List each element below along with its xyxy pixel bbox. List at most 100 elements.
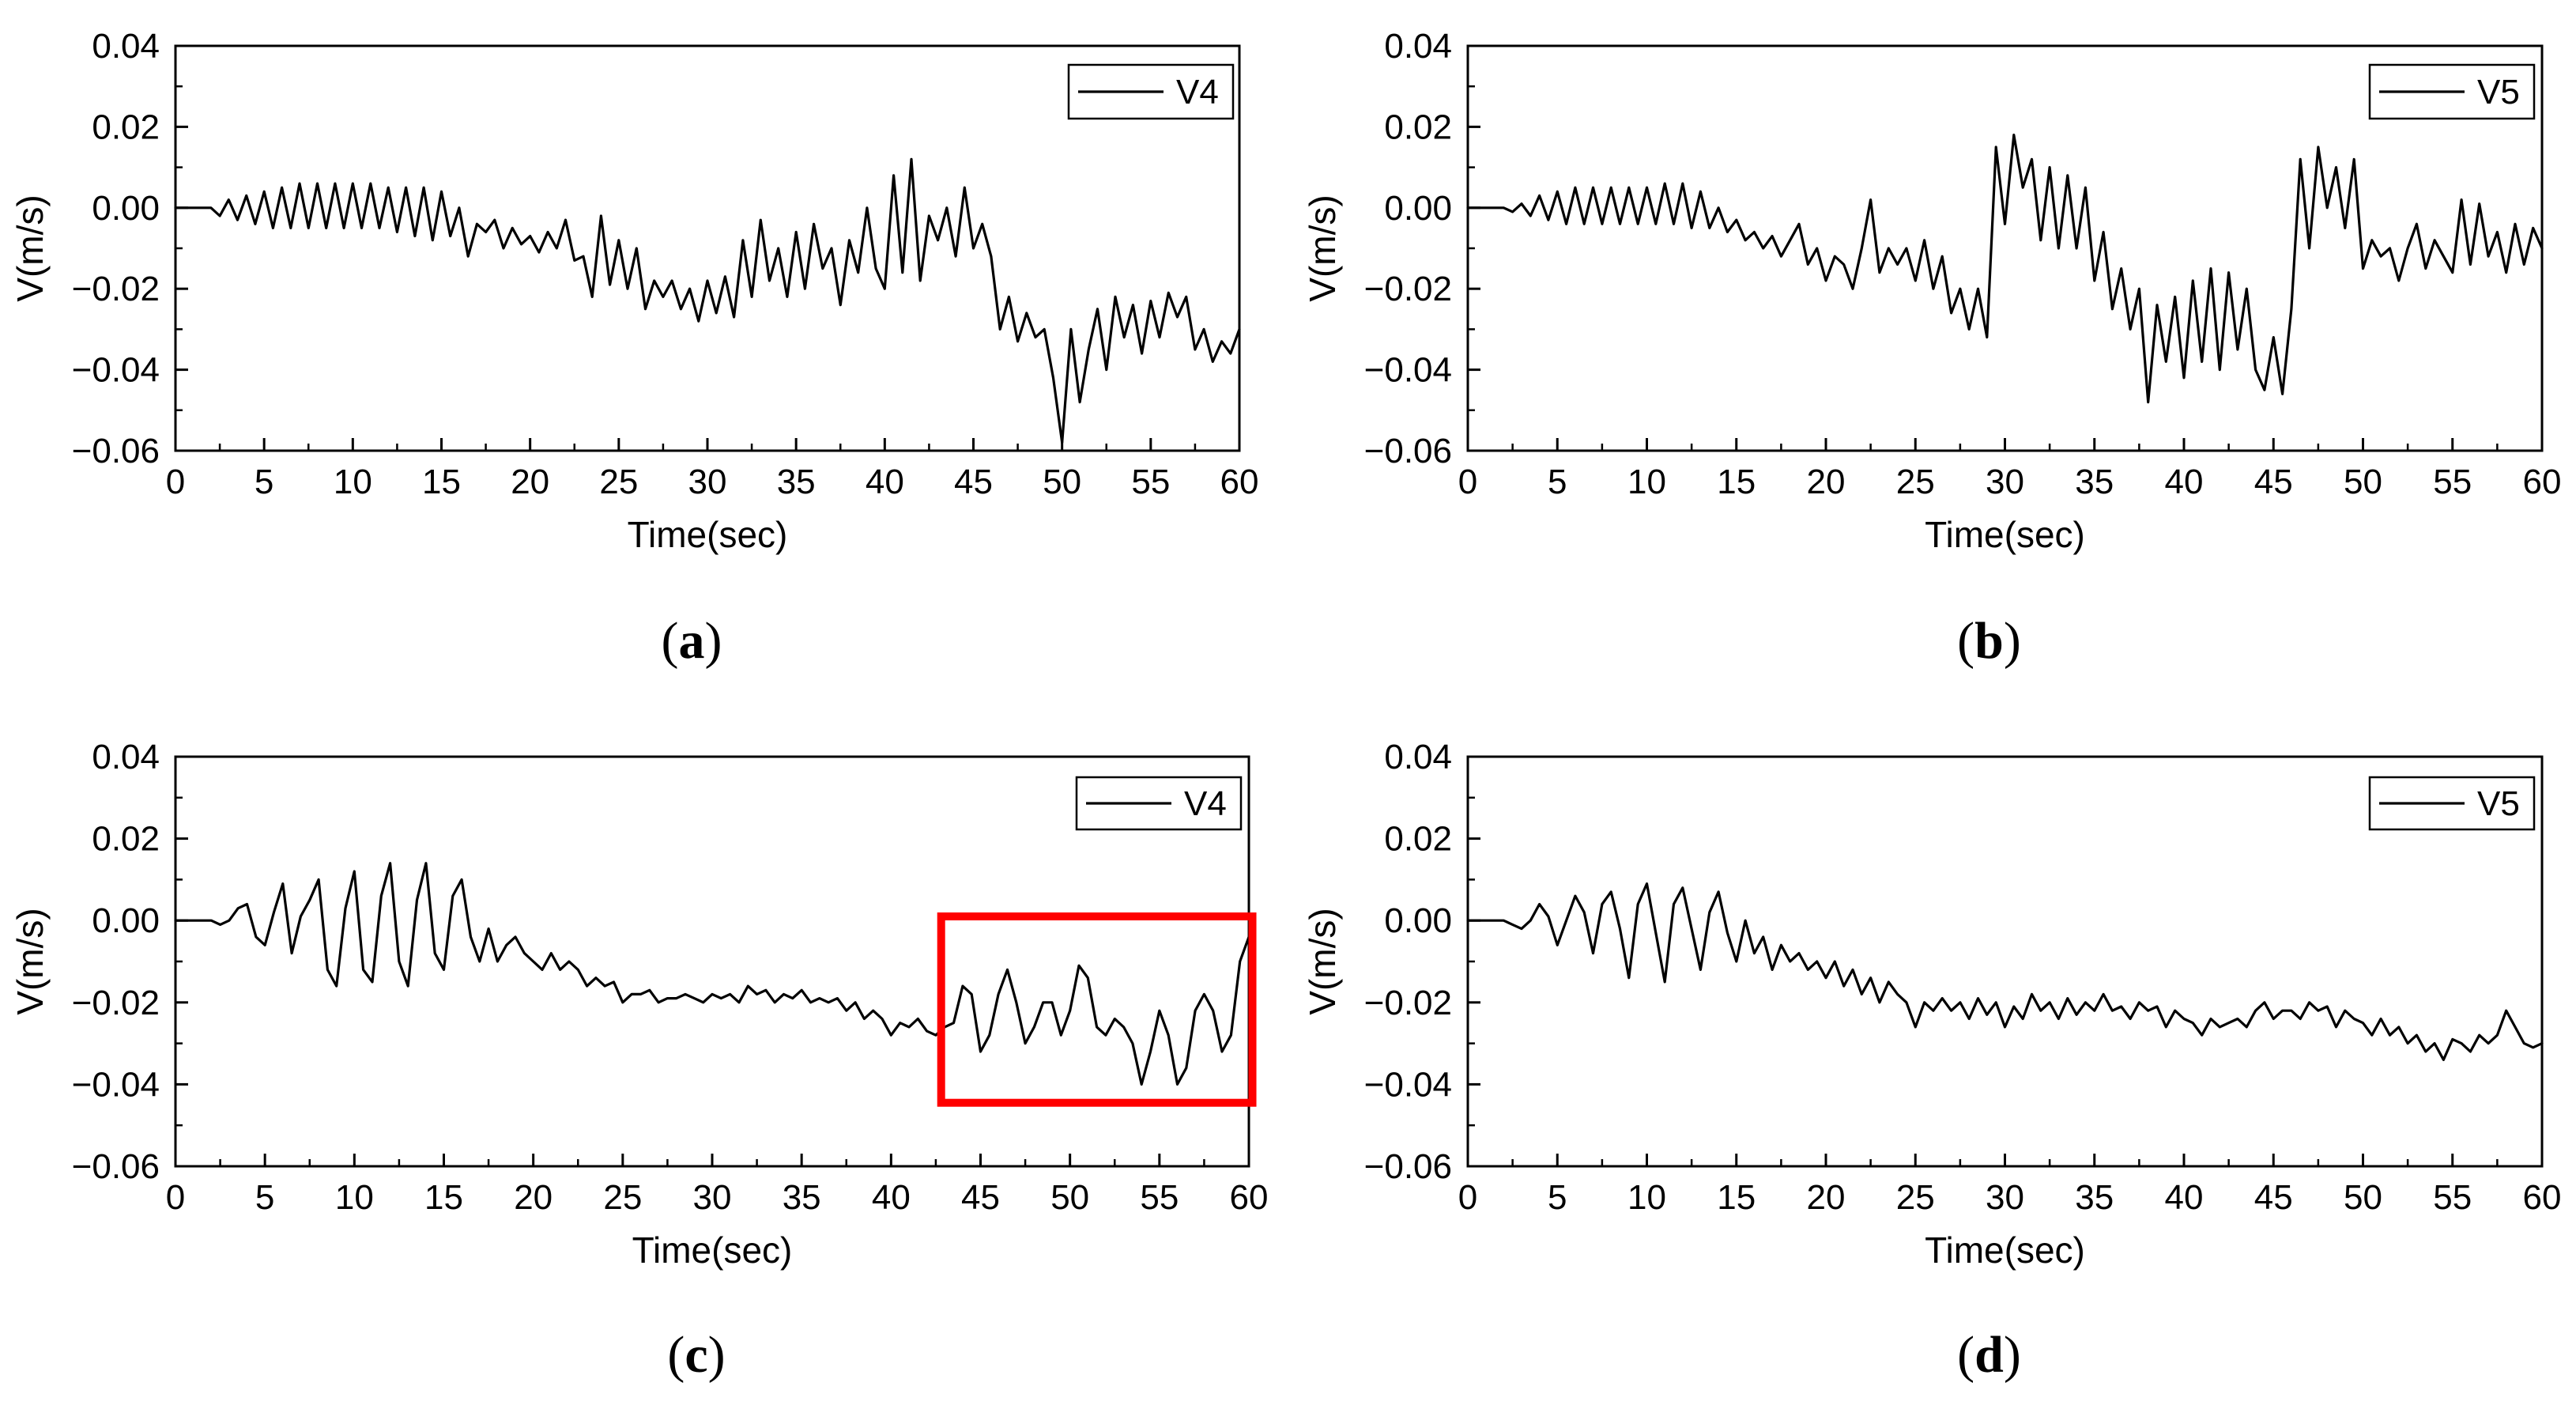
highlight-box [937,912,1257,1107]
x-tick-label: 25 [1896,1178,1935,1217]
y-tick-label: −0.02 [72,984,160,1022]
x-tick-label: 15 [1717,463,1756,501]
x-axis-title: Time(sec) [1925,514,2085,555]
x-tick-label: 15 [424,1178,463,1217]
x-tick-label: 50 [1050,1178,1089,1217]
x-tick-label: 35 [2075,463,2114,501]
y-tick-label: 0.02 [1384,108,1452,146]
y-tick-label: 0.00 [92,189,160,228]
legend-label: V4 [1184,784,1227,823]
x-tick-label: 60 [2523,463,2562,501]
x-tick-label: 25 [1896,463,1935,501]
chart-panel-d: 0 5 10 15 20 25 30 35 40 45 50 55 60 0.04 0.02 0.00 −0.0… [1302,738,2561,1384]
x-tick-label: 55 [2433,1178,2472,1217]
x-tick-label: 40 [872,1178,911,1217]
y-tick-label: 0.02 [92,108,160,146]
y-tick-label: −0.06 [1364,432,1452,470]
x-tick-label: 45 [2254,463,2293,501]
y-tick-label: −0.02 [72,270,160,308]
y-axis-title: V(m/s) [9,908,51,1014]
y-tick-label: −0.06 [72,1147,160,1186]
x-tick-label: 0 [166,1178,185,1217]
y-tick-label: −0.02 [1364,270,1452,308]
panel-label: (d) [1957,1326,2021,1384]
x-tick-label: 10 [1627,463,1666,501]
y-tick-label: 0.04 [92,738,160,776]
x-tick-label: 0 [166,463,185,501]
chart-panel-c: 0 5 10 15 20 25 30 35 40 45 50 55 60 0.04 0.02 0.00 −0.0… [9,738,1268,1384]
y-axis-title: V(m/s) [9,195,51,301]
legend-label: V5 [2477,73,2520,111]
y-tick-label: 0.04 [1384,738,1452,776]
x-tick-label: 50 [2344,463,2382,501]
series-line-v5 [1466,134,2544,404]
x-tick-label: 5 [255,463,273,501]
x-tick-label: 25 [603,1178,642,1217]
x-tick-label: 60 [1220,463,1259,501]
x-tick-label: 45 [954,463,993,501]
panel-label: (b) [1957,612,2021,670]
y-tick-label: 0.00 [1384,189,1452,228]
x-tick-label: 15 [1717,1178,1756,1217]
x-tick-label: 45 [2254,1178,2293,1217]
x-tick-label: 30 [693,1178,732,1217]
chart-panel-b: 0 5 10 15 20 25 30 35 40 45 50 55 60 0.04 0.02 0.00 −0.0… [1302,27,2561,670]
x-tick-label: 25 [599,463,638,501]
x-tick-label: 30 [1986,463,2024,501]
x-tick-label: 40 [2165,1178,2204,1217]
series-line-v5 [1466,882,2544,1061]
x-tick-label: 30 [1986,1178,2024,1217]
y-tick-label: −0.06 [72,432,160,470]
y-axis-title: V(m/s) [1302,908,1343,1014]
y-tick-label: −0.04 [72,1065,160,1104]
x-axis-title: Time(sec) [1925,1230,2085,1271]
y-tick-label: −0.06 [1364,1147,1452,1186]
legend-label: V5 [2477,784,2520,823]
x-tick-label: 55 [1131,463,1170,501]
y-tick-label: −0.02 [1364,984,1452,1022]
x-axis-title: Time(sec) [632,1230,793,1271]
x-tick-label: 0 [1458,463,1477,501]
y-tick-label: 0.00 [1384,901,1452,940]
x-tick-label: 60 [2523,1178,2562,1217]
x-tick-label: 0 [1458,1178,1477,1217]
x-tick-label: 50 [2344,1178,2382,1217]
x-tick-label: 35 [2075,1178,2114,1217]
series-line-v4 [174,862,1250,1086]
x-tick-label: 20 [514,1178,553,1217]
y-tick-label: 0.02 [92,820,160,859]
x-tick-label: 5 [255,1178,274,1217]
x-tick-label: 55 [2433,463,2472,501]
x-tick-label: 50 [1043,463,1081,501]
x-tick-label: 45 [961,1178,1000,1217]
legend-label: V4 [1176,73,1219,111]
x-tick-label: 20 [511,463,549,501]
x-tick-label: 20 [1807,1178,1846,1217]
x-axis-title: Time(sec) [628,514,788,555]
panel-label: (c) [667,1326,725,1384]
y-tick-label: 0.04 [92,27,160,66]
x-tick-label: 5 [1548,463,1567,501]
x-tick-label: 15 [422,463,461,501]
chart-panel-a: 0 5 10 15 20 25 30 35 40 45 50 55 60 0.04 0.02 0.00 −0.0… [9,27,1258,670]
y-tick-label: −0.04 [1364,1065,1452,1104]
x-tick-label: 35 [783,1178,821,1217]
x-tick-label: 10 [334,463,372,501]
x-tick-label: 40 [866,463,904,501]
series-line-v4 [174,157,1241,444]
y-axis-title: V(m/s) [1302,195,1343,301]
x-tick-label: 5 [1548,1178,1567,1217]
panel-label: (a) [662,612,722,670]
x-tick-label: 20 [1807,463,1846,501]
x-tick-label: 30 [688,463,727,501]
x-tick-label: 10 [335,1178,374,1217]
y-tick-label: 0.00 [92,901,160,940]
y-tick-label: 0.02 [1384,820,1452,859]
x-tick-label: 10 [1627,1178,1666,1217]
x-tick-label: 40 [2165,463,2204,501]
x-tick-label: 35 [777,463,816,501]
y-tick-label: −0.04 [1364,351,1452,390]
x-tick-label: 55 [1140,1178,1179,1217]
x-tick-label: 60 [1230,1178,1269,1217]
